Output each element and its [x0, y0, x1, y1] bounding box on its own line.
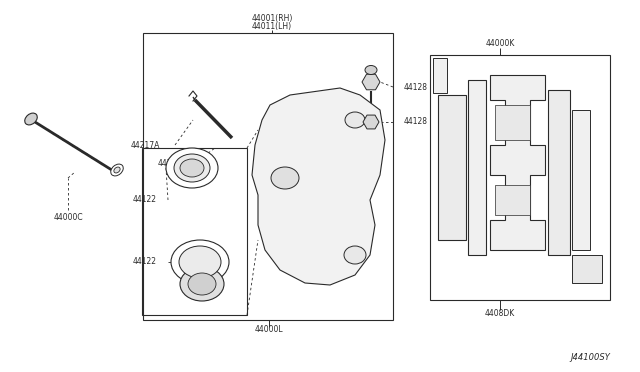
Text: 44000K: 44000K — [485, 39, 515, 48]
Bar — [430, 55, 610, 300]
Ellipse shape — [180, 159, 204, 177]
Ellipse shape — [179, 246, 221, 278]
Text: 44000C: 44000C — [53, 214, 83, 222]
Polygon shape — [252, 88, 385, 285]
Text: 44000L: 44000L — [255, 326, 284, 334]
Text: 44128: 44128 — [404, 83, 428, 92]
Text: J44100SY: J44100SY — [570, 353, 610, 362]
Bar — [142, 148, 247, 315]
Ellipse shape — [111, 164, 124, 176]
Bar — [495, 105, 530, 140]
Bar — [438, 95, 466, 240]
Ellipse shape — [180, 267, 224, 301]
Text: 44217A: 44217A — [131, 141, 160, 150]
Text: 44001(RH): 44001(RH) — [252, 13, 292, 22]
Text: 44122: 44122 — [133, 257, 157, 266]
Text: 44128: 44128 — [404, 118, 428, 126]
Bar — [572, 255, 602, 283]
Ellipse shape — [345, 112, 365, 128]
Text: 44217: 44217 — [158, 158, 182, 167]
Bar — [495, 185, 530, 215]
Ellipse shape — [174, 154, 210, 182]
Bar — [572, 110, 590, 250]
Text: 4408DK: 4408DK — [485, 308, 515, 317]
Ellipse shape — [25, 113, 37, 125]
Text: 44011(LH): 44011(LH) — [252, 22, 292, 32]
Bar — [143, 33, 393, 320]
Bar — [468, 80, 486, 255]
Ellipse shape — [271, 167, 299, 189]
Ellipse shape — [344, 246, 366, 264]
Ellipse shape — [114, 167, 120, 173]
Ellipse shape — [166, 148, 218, 188]
Ellipse shape — [365, 65, 377, 74]
Bar — [548, 90, 570, 255]
Ellipse shape — [171, 240, 229, 284]
Ellipse shape — [188, 273, 216, 295]
Text: 44122: 44122 — [133, 196, 157, 205]
Bar — [433, 58, 447, 93]
Polygon shape — [490, 75, 545, 250]
